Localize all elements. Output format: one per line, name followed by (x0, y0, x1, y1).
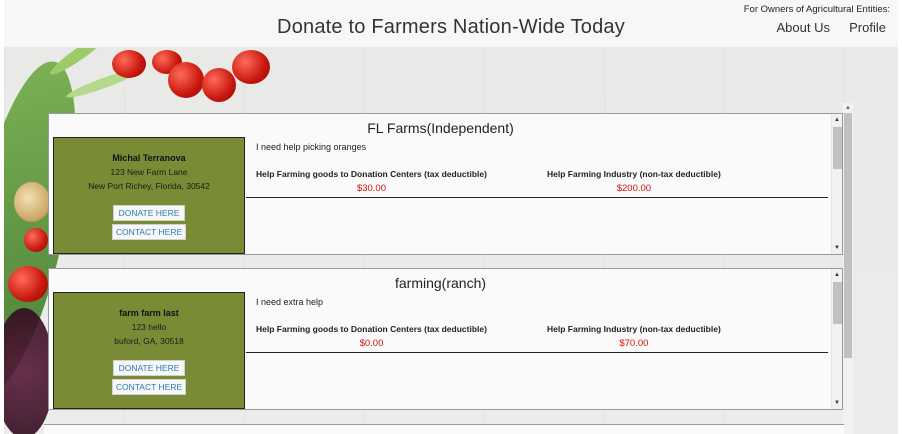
farm-title: farming(ranch) (394, 275, 487, 291)
scroll-down-icon[interactable]: ▼ (834, 400, 840, 406)
farmer-address-line2: buford, GA, 30518 (114, 336, 184, 346)
help-industry-column: Help Farming Industry (non-tax deductibl… (547, 169, 721, 194)
scroll-up-icon[interactable]: ▲ (845, 105, 851, 111)
help-goods-label: Help Farming goods to Donation Centers (… (256, 169, 487, 179)
help-industry-column: Help Farming Industry (non-tax deductibl… (547, 324, 721, 349)
page-scrollbar-thumb[interactable] (844, 113, 852, 358)
card-scrollbar[interactable]: ▲ ▼ (831, 114, 842, 254)
tomato-decoration (8, 266, 48, 302)
tomato-decoration (24, 228, 48, 252)
farmer-address-line1: 123 New Farm Lane (110, 167, 188, 177)
card-scrollbar-thumb[interactable] (833, 127, 842, 169)
next-farm-card-edge (44, 424, 844, 434)
help-industry-amount: $70.00 (619, 338, 649, 349)
farmer-address-line1: 123 hello (131, 322, 167, 332)
nav-about-us[interactable]: About Us (776, 20, 830, 35)
tomato-decoration (202, 68, 236, 102)
farmer-name: Michal Terranova (112, 153, 186, 163)
help-goods-label: Help Farming goods to Donation Centers (… (256, 324, 487, 334)
tomato-decoration (232, 50, 270, 84)
page-title: Donate to Farmers Nation-Wide Today (277, 16, 625, 38)
help-goods-amount: $30.00 (356, 183, 386, 194)
tomato-decoration (168, 62, 204, 98)
card-scrollbar[interactable]: ▲ ▼ (831, 269, 842, 409)
page-scrollbar[interactable]: ▲ (843, 103, 853, 434)
scroll-down-icon[interactable]: ▼ (834, 245, 840, 251)
help-industry-label: Help Farming Industry (non-tax deductibl… (547, 324, 721, 334)
help-industry-label: Help Farming Industry (non-tax deductibl… (547, 169, 721, 179)
farmer-info-box: Michal Terranova 123 New Farm Lane New P… (53, 137, 245, 254)
help-goods-amount: $0.00 (359, 338, 384, 349)
contact-button[interactable]: CONTACT HERE (112, 224, 186, 240)
owners-link[interactable]: For Owners of Agricultural Entities: (743, 4, 890, 15)
contact-button[interactable]: CONTACT HERE (112, 379, 186, 395)
donate-button[interactable]: DONATE HERE (113, 205, 185, 221)
onion-decoration (14, 182, 50, 222)
help-goods-column: Help Farming goods to Donation Centers (… (256, 324, 487, 349)
donate-button[interactable]: DONATE HERE (113, 360, 185, 376)
farm-list[interactable]: FL Farms(Independent) Michal Terranova 1… (44, 103, 854, 434)
farm-card: FL Farms(Independent) Michal Terranova 1… (48, 113, 843, 255)
farmer-name: farm farm last (119, 308, 179, 318)
divider-line (246, 197, 828, 198)
nav-profile[interactable]: Profile (849, 20, 886, 35)
lettuce-decoration (4, 308, 54, 434)
divider-line (246, 352, 828, 353)
site-header: Donate to Farmers Nation-Wide Today For … (4, 0, 898, 48)
scroll-up-icon[interactable]: ▲ (834, 117, 840, 123)
card-scrollbar-thumb[interactable] (833, 282, 842, 324)
farm-title: FL Farms(Independent) (367, 120, 514, 136)
farm-need-text: I need help picking oranges (256, 142, 367, 152)
help-industry-amount: $200.00 (616, 183, 652, 194)
farmer-info-box: farm farm last 123 hello buford, GA, 305… (53, 292, 245, 409)
farmer-address-line2: New Port Richey, Florida, 30542 (88, 181, 210, 191)
farm-card: farming(ranch) farm farm last 123 hello … (48, 268, 843, 410)
scroll-up-icon[interactable]: ▲ (834, 272, 840, 278)
help-goods-column: Help Farming goods to Donation Centers (… (256, 169, 487, 194)
tomato-decoration (112, 50, 146, 78)
farm-need-text: I need extra help (256, 297, 324, 307)
